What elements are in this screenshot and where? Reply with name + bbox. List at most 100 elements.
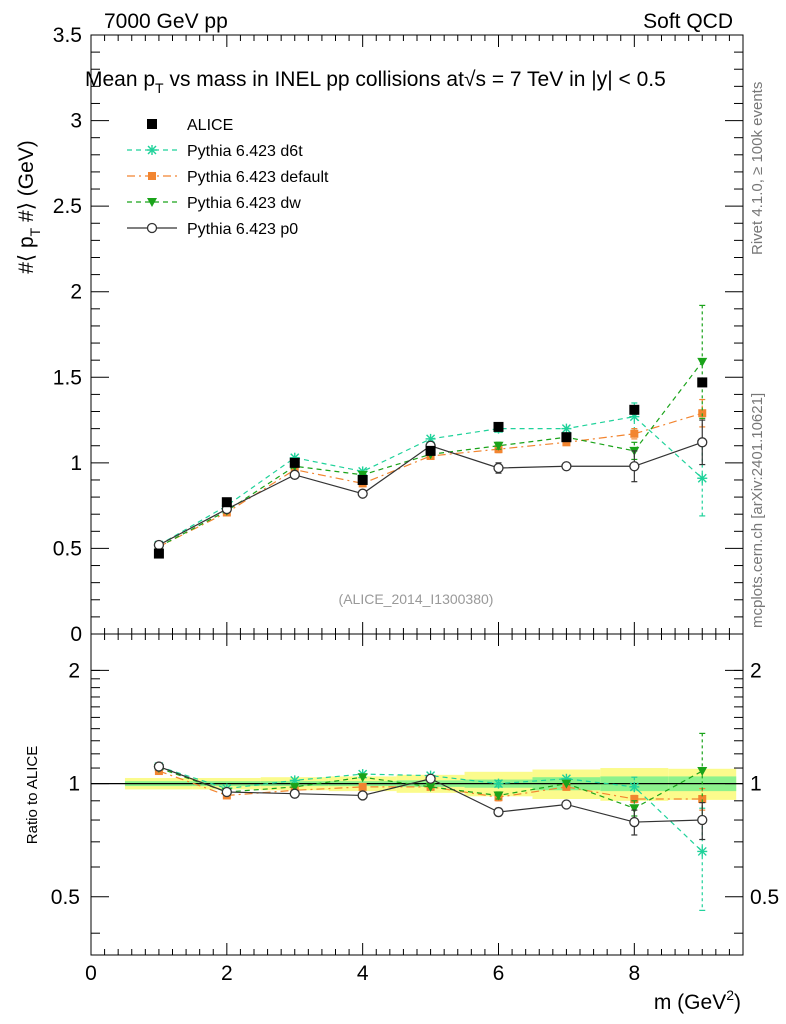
main-data-point: [698, 409, 707, 418]
main-series-pythia-6-423-p0: [153, 419, 708, 551]
main-y-tick-label: 2.5: [53, 195, 82, 218]
main-series-line: [158, 412, 703, 548]
legend-marker: [147, 145, 157, 155]
star-stroke: [561, 424, 571, 434]
main-series-pythia-6-423-d6t: [153, 402, 708, 551]
ratio-series-line: [158, 765, 703, 852]
ratio-data-point: [357, 790, 368, 801]
ratio-data-point: [698, 794, 707, 803]
title-mean-pt: Mean p: [85, 68, 155, 91]
ratio-y-tick-label-left: 2: [68, 659, 80, 682]
main-data-point: [561, 461, 572, 472]
legend-entry-pythia-6-423-default: Pythia 6.423 default: [127, 169, 329, 186]
main-series-alice: [153, 377, 708, 559]
main-data-point: [493, 421, 504, 432]
ratio-data-point: [630, 794, 639, 803]
main-data-point: [153, 548, 164, 559]
main-y-tick-label: 0: [70, 623, 82, 646]
ratio-data-point: [289, 782, 300, 792]
ratio-data-point: [561, 799, 572, 810]
ratio-data-point: [425, 782, 436, 792]
x-tick-label: 2: [221, 962, 233, 985]
main-data-point: [561, 423, 572, 434]
title-end: = 7 TeV in |y| < 0.5: [486, 68, 666, 91]
legend-marker: [148, 172, 156, 180]
main-data-point: [562, 438, 571, 447]
ratio-data-point: [493, 778, 504, 789]
main-y-tick-label: 2: [70, 281, 82, 304]
ratio-data-point: [561, 779, 572, 789]
ratio-data-point: [697, 814, 708, 826]
main-data-point: [357, 488, 368, 499]
legend-marker: [146, 222, 158, 234]
main-data-point: [493, 441, 504, 451]
x-axis-label: m (GeV2): [654, 987, 741, 1014]
main-y-tick-label: 3: [70, 110, 82, 133]
analysis-id-label: (ALICE_2014_I1300380): [339, 591, 494, 607]
x-tick-label: 8: [628, 962, 640, 985]
x-tick-label: 6: [493, 962, 505, 985]
ratio-data-point: [629, 804, 640, 814]
main-data-point: [425, 445, 436, 456]
star-stroke: [697, 473, 707, 483]
ratio-data-point: [153, 761, 165, 772]
title-sqrt-s: √s: [464, 68, 486, 91]
star-stroke: [629, 782, 639, 792]
ratio-y-axis-label: Ratio to ALICE: [24, 746, 41, 844]
x-tick-label: 0: [85, 962, 97, 985]
main-data-point: [697, 377, 708, 388]
main-data-point: [493, 462, 504, 474]
title-text: vs mass in INEL pp collisions at: [164, 68, 465, 91]
legend-marker: [147, 198, 157, 207]
main-data-point: [697, 437, 708, 448]
legend-label: Pythia 6.423 default: [187, 169, 329, 186]
ratio-data-point: [221, 786, 232, 798]
main-data-point: [630, 429, 639, 438]
main-series-pythia-6-423-dw: [153, 304, 708, 552]
ratio-series-pythia-6-423-p0: [153, 761, 708, 841]
main-data-point: [561, 432, 572, 443]
main-y-axis-label: #⟨ pT #⟩ (GeV): [15, 140, 43, 274]
main-y-tick-label: 1: [70, 452, 82, 475]
ratio-y-tick-label-left: 1: [68, 773, 80, 796]
ratio-data-point: [697, 846, 708, 857]
legend-entry-alice: ALICE: [147, 117, 233, 134]
ratio-series-line: [158, 767, 703, 809]
rivet-version-label: Rivet 4.1.0, ≥ 100k events: [749, 82, 766, 255]
main-data-point: [289, 469, 300, 480]
legend-label: Pythia 6.423 dw: [187, 195, 301, 212]
main-data-point: [629, 461, 640, 472]
ratio-y-tick-label-right: 0.5: [750, 886, 779, 909]
legend-label: Pythia 6.423 p0: [187, 221, 298, 238]
ratio-y-tick-label-right: 1: [750, 773, 762, 796]
main-y-tick-label: 3.5: [53, 24, 82, 47]
series-layer: [153, 304, 708, 911]
main-data-point: [629, 404, 640, 415]
x-tick-label: 4: [357, 962, 369, 985]
star-stroke: [147, 145, 157, 155]
ratio-data-point: [425, 773, 436, 784]
ratio-data-point: [629, 816, 640, 828]
ratio-data-point: [493, 791, 504, 801]
title-pt-subscript: T: [155, 80, 164, 96]
main-series-pythia-6-423-default: [154, 398, 707, 551]
legend-marker: [147, 119, 157, 129]
legend-entry-pythia-6-423-dw: Pythia 6.423 dw: [127, 195, 301, 212]
main-data-point: [697, 473, 708, 484]
ratio-data-point: [289, 788, 300, 799]
plot-title: Mean pT vs mass in INEL pp collisions at…: [85, 68, 666, 96]
main-y-tick-label: 1.5: [53, 366, 82, 389]
ratio-y-tick-label-right: 2: [750, 659, 762, 682]
main-y-tick-label: 0.5: [53, 537, 82, 560]
ratio-data-point: [357, 773, 368, 783]
legend-entry-pythia-6-423-d6t: Pythia 6.423 d6t: [127, 143, 303, 160]
legend-label: Pythia 6.423 d6t: [187, 143, 303, 160]
main-data-point: [697, 357, 708, 367]
energy-label: 7000 GeV pp: [104, 10, 228, 33]
legend-entry-pythia-6-423-p0: Pythia 6.423 p0: [127, 221, 298, 238]
legend: ALICE Pythia 6.423 d6t Pythia 6.423 defaul…: [127, 117, 329, 238]
main-data-point: [357, 474, 368, 485]
ratio-data-point: [493, 806, 504, 818]
main-data-point: [221, 497, 232, 508]
